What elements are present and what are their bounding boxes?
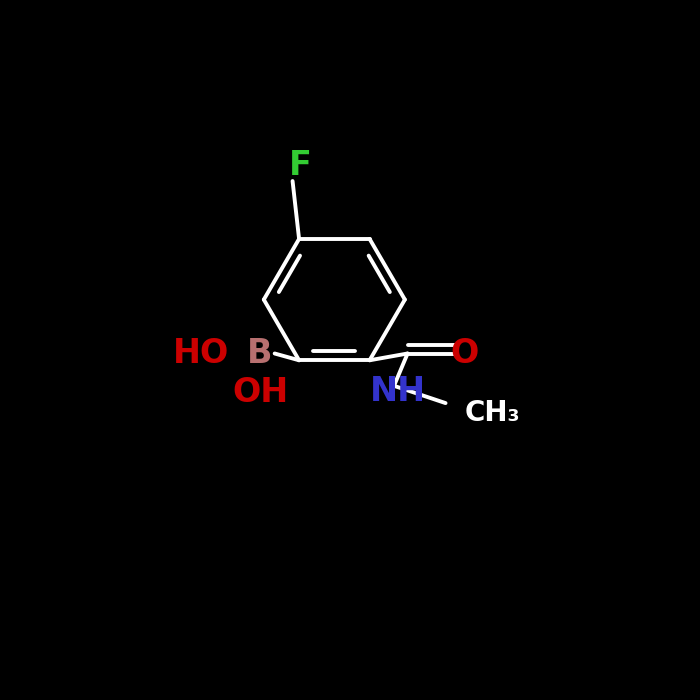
- Text: HO: HO: [174, 337, 230, 370]
- Text: OH: OH: [232, 376, 288, 409]
- Text: CH₃: CH₃: [465, 399, 520, 427]
- Text: NH: NH: [370, 374, 426, 407]
- Text: B: B: [247, 337, 273, 370]
- Text: F: F: [289, 149, 312, 183]
- Text: O: O: [450, 337, 479, 370]
